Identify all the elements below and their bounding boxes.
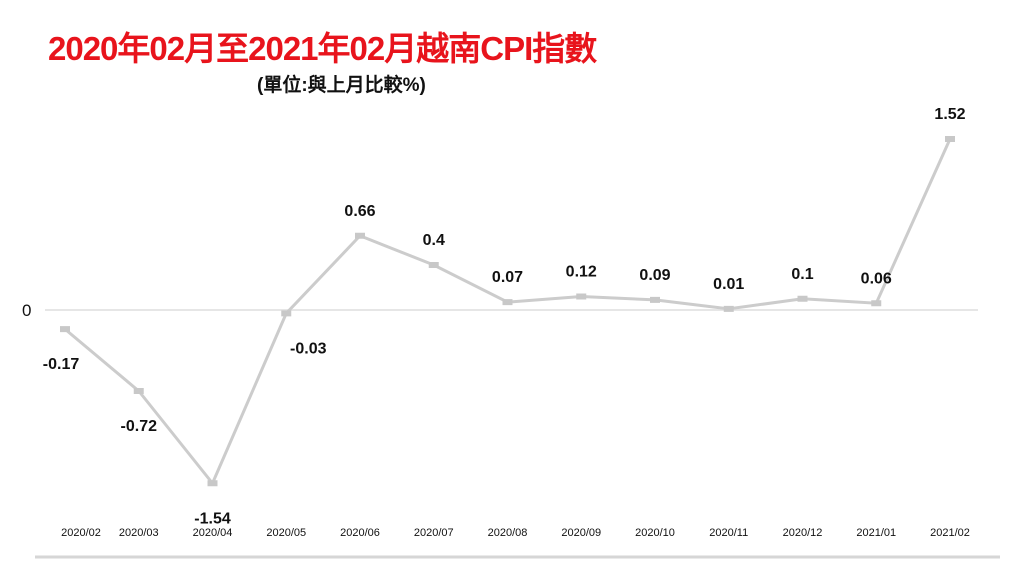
data-point: [281, 310, 292, 317]
data-label: 0.1: [791, 266, 813, 283]
x-tick-label: 2020/10: [635, 527, 675, 539]
x-tick-label: 2020/07: [414, 527, 454, 539]
chart-subtitle: (單位:與上月比較%): [257, 75, 426, 96]
zero-label: 0: [22, 301, 31, 320]
data-label: 0.66: [344, 203, 375, 220]
data-point: [133, 388, 144, 394]
data-point: [60, 326, 70, 333]
data-label: 1.52: [934, 106, 965, 123]
data-label: 0.07: [492, 269, 523, 286]
data-label: 0.01: [713, 276, 744, 293]
x-tick-label: 2021/01: [856, 527, 896, 539]
series-line: [64, 138, 952, 487]
data-point: [355, 232, 365, 239]
chart-title: 2020年02月至2021年02月越南CPI指數: [48, 30, 597, 67]
x-tick-label: 2021/02: [930, 527, 970, 539]
data-point: [207, 480, 218, 487]
x-tick-label: 2020/06: [340, 527, 380, 539]
x-tick-label: 2020/04: [193, 527, 233, 539]
data-point: [723, 305, 734, 312]
data-label: -0.03: [290, 340, 327, 357]
x-tick-label: 2020/05: [266, 527, 306, 539]
x-tick-label: 2020/12: [783, 527, 823, 539]
data-label: -0.72: [121, 418, 158, 435]
x-tick-label: 2020/11: [709, 527, 748, 539]
x-tick-label: 2020/02: [61, 527, 101, 539]
data-point: [871, 300, 882, 307]
data-label: -1.54: [194, 510, 231, 527]
data-point: [945, 136, 955, 142]
x-tick-label: 2020/08: [488, 527, 528, 539]
x-tick-label: 2020/03: [119, 527, 159, 539]
data-label: 0.06: [861, 270, 892, 287]
data-point: [650, 296, 660, 303]
data-point: [502, 299, 513, 306]
data-label: 0.12: [566, 264, 597, 281]
data-point: [428, 262, 439, 268]
data-label: -0.17: [43, 356, 80, 373]
data-label: 0.09: [639, 267, 670, 284]
x-tick-label: 2020/09: [561, 527, 601, 539]
data-point: [576, 293, 587, 300]
data-point: [797, 295, 808, 302]
data-label: 0.4: [423, 232, 445, 249]
